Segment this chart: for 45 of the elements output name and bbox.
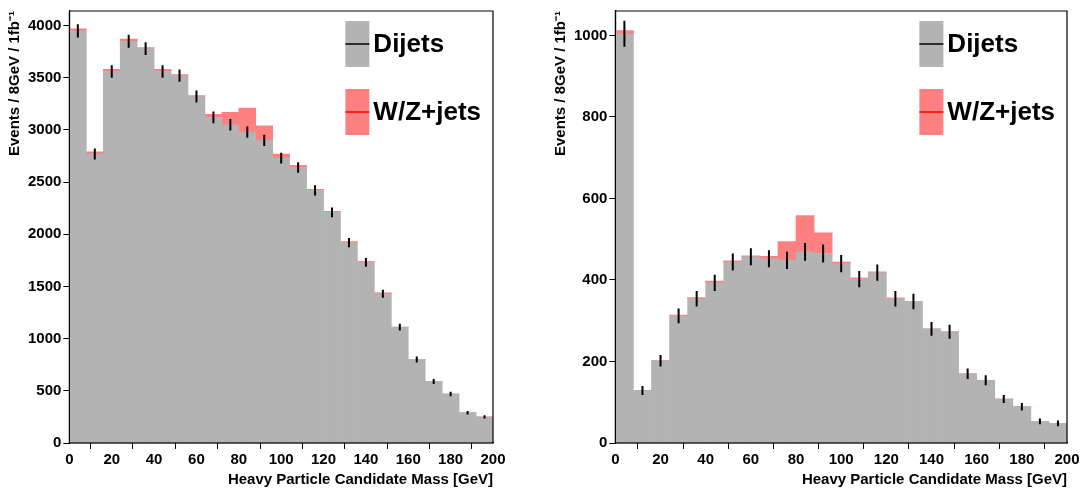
y-axis-title: Events / 8GeV / 1fb⁻¹ — [5, 11, 23, 157]
y-tick-label: 1500 — [27, 276, 62, 294]
x-tick-label: 20 — [652, 450, 669, 468]
x-tick-label: 80 — [230, 450, 248, 468]
y-tick-label: 800 — [582, 107, 608, 125]
y-tick-label: 3000 — [27, 120, 62, 138]
y-tick-label: 2000 — [27, 224, 62, 242]
x-tick-label: 100 — [268, 450, 294, 468]
legend-label: Dijets — [947, 28, 1019, 59]
x-tick-label: 120 — [873, 450, 899, 468]
x-tick-label: 60 — [742, 450, 760, 468]
y-tick-label: 0 — [599, 433, 608, 451]
x-tick-label: 100 — [828, 450, 854, 468]
x-tick-label: 80 — [787, 450, 805, 468]
x-tick-label: 20 — [103, 450, 121, 468]
y-tick-label: 400 — [582, 270, 608, 288]
legend-label: W/Z+jets — [947, 96, 1056, 127]
y-tick-label: 500 — [36, 380, 62, 398]
x-tick-label: 180 — [438, 450, 464, 468]
x-tick-label: 0 — [65, 450, 74, 468]
y-tick-label: 2500 — [27, 172, 62, 190]
legend-label: W/Z+jets — [373, 96, 482, 127]
y-tick-label: 200 — [582, 351, 608, 369]
x-tick-label: 160 — [395, 450, 421, 468]
x-tick-label: 200 — [1054, 450, 1080, 468]
x-tick-label: 140 — [919, 450, 945, 468]
x-axis-title: Heavy Particle Candidate Mass [GeV] — [227, 470, 493, 488]
x-tick-label: 40 — [145, 450, 163, 468]
x-tick-label: 60 — [188, 450, 205, 468]
x-tick-label: 120 — [311, 450, 337, 468]
legend-label: Dijets — [373, 28, 445, 59]
x-tick-label: 160 — [964, 450, 990, 468]
y-tick-label: 0 — [53, 433, 62, 451]
x-tick-label: 40 — [697, 450, 715, 468]
x-tick-label: 140 — [353, 450, 379, 468]
x-tick-label: 200 — [480, 450, 506, 468]
x-tick-label: 180 — [1009, 450, 1035, 468]
y-tick-label: 600 — [582, 188, 608, 206]
y-axis-title: Events / 8GeV / 1fb⁻¹ — [551, 11, 569, 157]
x-tick-label: 0 — [611, 450, 620, 468]
y-tick-label: 4000 — [27, 15, 62, 33]
y-tick-label: 1000 — [27, 328, 62, 346]
x-axis-title: Heavy Particle Candidate Mass [GeV] — [801, 470, 1067, 488]
y-tick-label: 1000 — [573, 25, 608, 43]
y-tick-label: 3500 — [27, 67, 62, 85]
